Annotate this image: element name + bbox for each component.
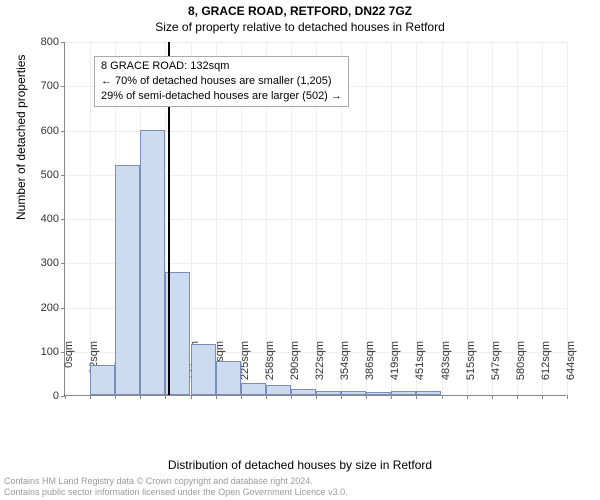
- ytick-label: 500: [41, 169, 65, 181]
- histogram-bar: [341, 391, 366, 395]
- footer: Contains HM Land Registry data © Crown c…: [4, 476, 600, 498]
- ytick-label: 400: [41, 213, 65, 225]
- histogram-bar: [316, 391, 341, 395]
- histogram-bar: [366, 392, 391, 395]
- ytick-label: 700: [41, 80, 65, 92]
- histogram-bar: [90, 365, 115, 395]
- annotation-line-1: 8 GRACE ROAD: 132sqm: [101, 59, 342, 74]
- x-axis-label: Distribution of detached houses by size …: [0, 458, 600, 472]
- footer-line-1: Contains HM Land Registry data © Crown c…: [4, 476, 600, 487]
- histogram-bar: [391, 391, 416, 395]
- chart-container: 8, GRACE ROAD, RETFORD, DN22 7GZ Size of…: [0, 0, 600, 500]
- histogram-bar: [140, 130, 165, 395]
- histogram-bar: [191, 344, 216, 395]
- xtick-label: 580sqm: [515, 341, 527, 401]
- histogram-bar: [266, 385, 291, 395]
- ytick-label: 100: [41, 346, 65, 358]
- annotation-line-3: 29% of semi-detached houses are larger (…: [101, 89, 342, 104]
- xtick-label: 0sqm: [63, 341, 75, 401]
- annotation-line-2: ← 70% of detached houses are smaller (1,…: [101, 74, 342, 89]
- histogram-bar: [216, 361, 241, 395]
- xtick-label: 644sqm: [565, 341, 577, 401]
- ytick-label: 300: [41, 257, 65, 269]
- histogram-bar: [115, 165, 140, 395]
- histogram-bar: [241, 383, 266, 395]
- page-title: 8, GRACE ROAD, RETFORD, DN22 7GZ: [0, 0, 600, 18]
- footer-line-2: Contains public sector information licen…: [4, 487, 600, 498]
- y-axis-label: Number of detached properties: [14, 55, 28, 220]
- histogram-bar: [291, 389, 316, 395]
- xtick-label: 547sqm: [490, 341, 502, 401]
- xtick-label: 612sqm: [540, 341, 552, 401]
- ytick-label: 200: [41, 302, 65, 314]
- annotation-box: 8 GRACE ROAD: 132sqm ← 70% of detached h…: [94, 56, 349, 107]
- page-subtitle: Size of property relative to detached ho…: [0, 18, 600, 34]
- ytick-label: 600: [41, 125, 65, 137]
- xtick-label: 515sqm: [465, 341, 477, 401]
- histogram-bar: [416, 391, 441, 395]
- chart-area: 01002003004005006007008000sqm32sqm64sqm9…: [64, 42, 566, 396]
- ytick-label: 800: [41, 36, 65, 48]
